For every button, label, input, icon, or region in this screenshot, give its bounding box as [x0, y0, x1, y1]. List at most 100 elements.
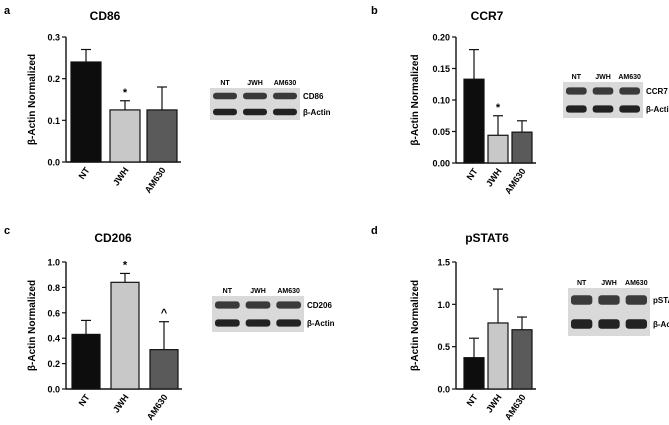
blot-band [243, 92, 267, 100]
bar-jwh [487, 134, 509, 164]
y-axis-label: β-Actin Normalized [410, 280, 421, 371]
chart-title: CD86 [90, 9, 121, 23]
y-axis-label: β-Actin Normalized [27, 280, 38, 371]
chart-title: CD206 [94, 231, 132, 245]
blot-lane-label: AM630 [277, 288, 300, 295]
x-tick-label: NT [77, 165, 92, 181]
blot-lane-label: JWH [595, 74, 611, 81]
y-axis-label: β-Actin Normalized [410, 54, 421, 145]
chart-title: CCR7 [471, 9, 504, 23]
y-tick-label: 0.15 [432, 64, 450, 74]
x-tick-label: AM630 [143, 165, 168, 195]
x-tick-label: JWH [484, 166, 504, 188]
blot-band [598, 319, 620, 329]
bar-nt [463, 357, 485, 390]
y-tick-label: 0.10 [432, 96, 450, 106]
y-tick-label: 0.1 [47, 116, 60, 126]
y-tick-label: 1.0 [437, 300, 450, 310]
x-tick-label: AM630 [503, 392, 528, 422]
y-tick-label: 0.8 [47, 283, 60, 293]
blot-lane-label: JWH [250, 288, 266, 295]
blot-band [619, 105, 640, 113]
x-tick-label: NT [465, 166, 480, 182]
x-tick-label: NT [77, 392, 92, 408]
x-tick-label: JWH [111, 392, 131, 414]
blot-band [566, 87, 587, 95]
significance-marker: ^ [161, 308, 168, 320]
y-tick-label: 0.00 [432, 159, 450, 169]
blot-band [215, 319, 240, 327]
x-tick-label: NT [465, 392, 480, 408]
blot-band [213, 92, 237, 100]
blot-band [273, 108, 297, 116]
y-tick-label: 1.0 [47, 258, 60, 268]
blot-band [571, 295, 593, 305]
blot-lane-label: AM630 [618, 74, 641, 81]
y-tick-label: 0.4 [47, 334, 60, 344]
blot-row-label: β-Actin [303, 108, 331, 117]
blot-row-label: β-Actin [653, 320, 669, 329]
blot-band [625, 295, 647, 305]
bar-am630 [511, 329, 533, 390]
y-tick-label: 0.5 [437, 342, 450, 352]
blot-band [213, 108, 237, 116]
blot-band [243, 108, 267, 116]
y-tick-label: 0.20 [432, 33, 450, 43]
blot-lane-label: AM630 [625, 280, 648, 287]
blot-band [276, 319, 301, 327]
y-tick-label: 0.2 [47, 359, 60, 369]
panel-letter: d [371, 225, 378, 237]
blot-row-label: CD206 [307, 301, 332, 310]
x-tick-label: JWH [111, 165, 131, 187]
bar-am630 [511, 131, 533, 164]
significance-marker: * [496, 102, 501, 114]
blot-band [619, 87, 640, 95]
y-tick-label: 0.3 [47, 33, 60, 43]
blot-band [276, 301, 301, 309]
y-tick-label: 0.0 [47, 158, 60, 168]
bar-nt [71, 333, 101, 390]
blot-band [273, 92, 297, 100]
blot-row-label: pSTAT6 [653, 296, 669, 305]
x-tick-label: AM630 [503, 166, 528, 196]
y-tick-label: 0.2 [47, 74, 60, 84]
y-tick-label: 1.5 [437, 258, 450, 268]
blot-band [592, 87, 614, 95]
bar-nt [463, 78, 485, 164]
blot-band [571, 319, 593, 329]
blot-band [245, 301, 271, 309]
blot-row-label: β-Actin [646, 105, 669, 114]
panel-letter: c [4, 225, 10, 237]
y-tick-label: 0.0 [47, 385, 60, 395]
y-axis-label: β-Actin Normalized [27, 54, 38, 145]
blot-row-label: CCR7 [646, 87, 668, 96]
blot-band [215, 301, 240, 309]
blot-band [598, 295, 620, 305]
blot-band [566, 105, 587, 113]
significance-marker: * [123, 87, 128, 99]
bar-am630 [149, 349, 179, 390]
y-tick-label: 0.05 [432, 127, 450, 137]
blot-band [245, 319, 271, 327]
blot-row-label: CD86 [303, 92, 324, 101]
bar-jwh [109, 109, 141, 163]
blot-lane-label: AM630 [274, 80, 297, 87]
x-tick-label: JWH [484, 392, 504, 414]
blot-band [625, 319, 647, 329]
panel-letter: a [4, 5, 11, 17]
chart-title: pSTAT6 [465, 231, 509, 245]
blot-lane-label: NT [220, 80, 230, 87]
y-tick-label: 0.6 [47, 308, 60, 318]
blot-lane-label: NT [577, 280, 587, 287]
bar-am630 [146, 109, 178, 163]
blot-lane-label: JWH [247, 80, 263, 87]
blot-band [592, 105, 614, 113]
bar-jwh [487, 322, 509, 390]
panel-letter: b [371, 5, 378, 17]
y-tick-label: 0.0 [437, 385, 450, 395]
blot-row-label: β-Actin [307, 319, 335, 328]
blot-lane-label: NT [223, 288, 233, 295]
significance-marker: * [123, 259, 128, 271]
x-tick-label: AM630 [145, 392, 170, 422]
